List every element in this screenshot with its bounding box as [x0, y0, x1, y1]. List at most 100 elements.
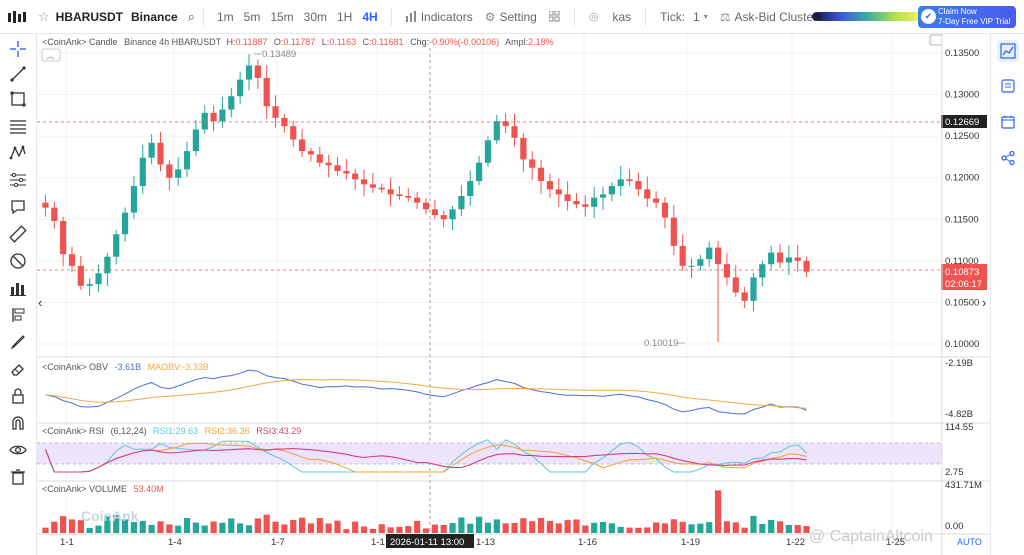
- volume-bar: [60, 516, 67, 533]
- list-icon[interactable]: [1000, 78, 1016, 94]
- heatmap-gradient-bar[interactable]: [815, 12, 923, 21]
- favorite-star-icon[interactable]: ☆: [38, 8, 50, 24]
- volume-bar: [263, 514, 270, 533]
- interval-4h[interactable]: 4H: [362, 9, 378, 24]
- volume-bar: [564, 520, 571, 533]
- interval-30m[interactable]: 30m: [303, 9, 327, 24]
- volume-bar: [396, 526, 403, 533]
- time-axis[interactable]: 1-1 1-4 1-7 1-1 1-13 1-16 1-19 1-22 1-25: [60, 537, 905, 548]
- ruler-icon[interactable]: [9, 225, 27, 243]
- magnet-snap-icon[interactable]: [9, 414, 27, 432]
- volume-bar: [298, 517, 306, 533]
- trash-icon[interactable]: [9, 468, 27, 486]
- layout-grid-button[interactable]: [548, 11, 560, 22]
- eye-visibility-icon[interactable]: [9, 441, 27, 459]
- volume-bar: [414, 520, 421, 533]
- low-annotation: 0.10019: [644, 338, 678, 349]
- volume-bar: [537, 517, 545, 533]
- fib-settings-icon[interactable]: [9, 171, 27, 189]
- calendar-icon[interactable]: [1000, 114, 1016, 130]
- interval-5m[interactable]: 5m: [243, 9, 261, 24]
- volume-bar: [307, 523, 315, 533]
- candle-body: [529, 159, 536, 168]
- candle-body: [369, 184, 376, 188]
- volume-bar: [325, 523, 332, 533]
- coinank-logo-icon[interactable]: [0, 0, 34, 34]
- candle-body: [360, 179, 368, 185]
- chart-grid: [37, 34, 942, 534]
- rectangle-icon[interactable]: [9, 90, 27, 108]
- scroll-right-icon[interactable]: ›: [982, 295, 986, 310]
- volume-bar: [732, 522, 739, 533]
- candle-body: [776, 252, 784, 263]
- bar-chart-icon[interactable]: [9, 279, 27, 297]
- volume-bar: [573, 519, 580, 533]
- share-icon[interactable]: [1000, 150, 1016, 166]
- auto-scale-button[interactable]: AUTO: [957, 537, 982, 547]
- volume-bar: [95, 525, 102, 533]
- obv-axis-top: -2.19B: [945, 358, 973, 369]
- brush-icon[interactable]: [9, 333, 27, 351]
- time-axis-label: 1-13: [476, 537, 495, 548]
- crosshair-icon[interactable]: [9, 40, 27, 58]
- time-axis-label: 1-4: [168, 537, 182, 548]
- collapse-legend-button[interactable]: [41, 48, 61, 62]
- volume-bar: [653, 522, 660, 533]
- position-tool-icon[interactable]: [9, 306, 27, 324]
- candle-body: [104, 256, 111, 274]
- horizontal-lines-icon[interactable]: [9, 117, 27, 135]
- volume-bar: [546, 520, 554, 533]
- candle-body: [307, 151, 315, 155]
- candle-body: [803, 260, 810, 272]
- setting-button[interactable]: ⚙ Setting: [484, 9, 537, 24]
- pane-settings-icon[interactable]: [929, 34, 943, 46]
- chart-panel-tab[interactable]: [997, 40, 1019, 62]
- volume-bar: [520, 518, 527, 533]
- indicators-button[interactable]: Indicators: [405, 10, 473, 24]
- price-axis[interactable]: 0.13500 0.13000 0.12500 0.12000 0.11500 0.110…: [945, 48, 979, 350]
- candle-legend: <CoinAnk> Candle Binance 4h HBARUSDT H:0…: [42, 37, 554, 47]
- magnet-icon[interactable]: [9, 252, 27, 270]
- last-price-label: 0.10873: [945, 267, 979, 278]
- candle-body: [431, 209, 438, 216]
- time-axis-label: 1-1: [60, 537, 74, 548]
- chart-area[interactable]: 0.13489 0.10019 <CoinAnk> Candle Binance…: [37, 34, 990, 555]
- candle-body: [183, 151, 191, 170]
- scroll-left-icon[interactable]: ‹: [38, 295, 42, 310]
- interval-1m[interactable]: 1m: [216, 9, 234, 24]
- volume-bar: [679, 521, 686, 533]
- candle-body: [555, 189, 562, 195]
- volume-bar: [458, 517, 465, 533]
- eraser-icon[interactable]: [9, 360, 27, 378]
- interval-1h[interactable]: 1H: [337, 9, 353, 24]
- volume-bar: [697, 523, 704, 533]
- candle-body: [573, 200, 580, 205]
- volume-bar: [440, 524, 447, 533]
- crosshair-price-label: 0.12669: [945, 117, 979, 128]
- interval-15m[interactable]: 15m: [270, 9, 294, 24]
- search-icon[interactable]: ⌕: [187, 8, 195, 24]
- source-button[interactable]: ◎ kas: [588, 9, 632, 24]
- volume-bar: [378, 524, 385, 533]
- candle-body: [121, 212, 129, 235]
- lock-icon[interactable]: [9, 387, 27, 405]
- volume-bar: [139, 520, 146, 533]
- comment-icon[interactable]: [9, 198, 27, 216]
- claim-vip-button[interactable]: ✔ Claim Now 7-Day Free VIP Trial: [918, 6, 1016, 28]
- candle-body: [493, 121, 500, 141]
- crosshair-time-label: 2026-01-11 13:00: [390, 537, 464, 548]
- pattern-icon[interactable]: [9, 144, 27, 162]
- gradient-handle-left[interactable]: [812, 12, 821, 21]
- volume-bar: [219, 522, 226, 533]
- volume-bar: [245, 525, 253, 533]
- candle-body: [68, 254, 76, 266]
- candle-body: [768, 252, 775, 265]
- trend-line-icon[interactable]: [9, 65, 27, 83]
- exchange-name[interactable]: Binance: [131, 9, 178, 24]
- candle-body: [343, 171, 350, 174]
- candle-body: [564, 194, 571, 201]
- ask-bid-cluster-button[interactable]: ⚖ Ask-Bid Cluster ▾: [720, 10, 825, 24]
- symbol-name[interactable]: HBARUSDT: [55, 9, 123, 24]
- candle-body: [192, 129, 199, 152]
- tick-selector[interactable]: Tick: 1 ▾: [660, 9, 708, 24]
